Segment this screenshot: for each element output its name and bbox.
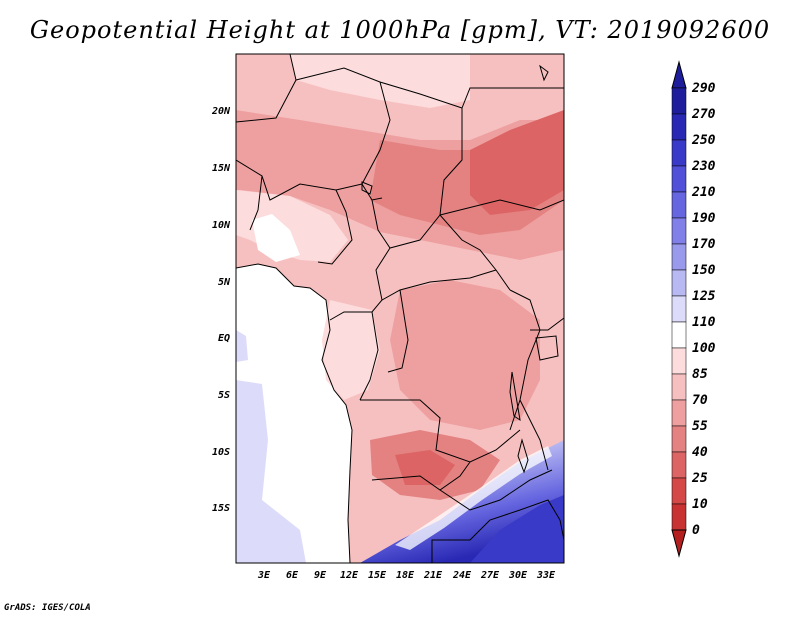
gulf-coast-white bbox=[252, 214, 300, 262]
lon-tick-label: 27E bbox=[480, 570, 500, 581]
colorbar-swatch bbox=[671, 139, 687, 167]
colorbar-labels: 2902702502302101901701501251101008570554… bbox=[691, 81, 716, 538]
south-white-band bbox=[395, 446, 552, 550]
lon-tick-label: 24E bbox=[452, 570, 472, 581]
colorbar-level-label: 55 bbox=[692, 419, 708, 434]
colorbar-swatch bbox=[671, 425, 687, 453]
north-white-patch bbox=[290, 54, 470, 108]
colorbar-level-label: 250 bbox=[691, 133, 716, 148]
colorbar-level-label: 25 bbox=[691, 471, 708, 486]
colorbar-level-label: 170 bbox=[692, 237, 716, 252]
colorbar-swatch bbox=[671, 295, 687, 323]
ocean-low-west bbox=[236, 380, 306, 563]
lat-tick-label: 10S bbox=[212, 447, 230, 458]
lon-tick-label: 33E bbox=[536, 570, 556, 581]
south-deep-blue bbox=[470, 495, 564, 563]
colorbar-swatch bbox=[671, 217, 687, 245]
colorbar-swatches bbox=[671, 60, 687, 558]
lon-axis: 3E 6E 9E 12E 15E 18E 21E 24E 27E 30E 33E bbox=[257, 570, 556, 581]
lat-axis: 20N 15N 10N 5N EQ 5S 10S 15S bbox=[211, 106, 231, 514]
lat-tick-label: 20N bbox=[211, 106, 231, 117]
lon-tick-label: 6E bbox=[286, 570, 299, 581]
colorbar-bottom-arrow bbox=[671, 529, 687, 558]
lon-tick-label: 3E bbox=[257, 570, 271, 581]
lat-tick-label: 5S bbox=[218, 390, 230, 401]
ocean-low-gulf bbox=[236, 330, 248, 362]
colorbar-level-label: 210 bbox=[691, 185, 716, 200]
colorbar-swatch bbox=[671, 191, 687, 219]
colorbar-swatch bbox=[671, 451, 687, 479]
colorbar-level-label: 85 bbox=[692, 367, 708, 382]
lakes bbox=[361, 64, 559, 474]
map-title: Geopotential Height at 1000hPa [gpm], VT… bbox=[29, 16, 771, 44]
colorbar-swatch bbox=[671, 165, 687, 193]
colorbar: 2902702502302101901701501251101008570554… bbox=[671, 60, 716, 558]
colorbar-swatch bbox=[671, 87, 687, 115]
gabon-white bbox=[322, 300, 380, 400]
colorbar-level-label: 40 bbox=[692, 445, 708, 460]
east-core bbox=[470, 110, 564, 215]
colorbar-level-label: 10 bbox=[692, 497, 708, 512]
colorbar-level-label: 100 bbox=[692, 341, 716, 356]
lon-tick-label: 21E bbox=[423, 570, 443, 581]
colorbar-swatch bbox=[671, 373, 687, 401]
colorbar-level-label: 290 bbox=[691, 81, 716, 96]
colorbar-level-label: 230 bbox=[691, 159, 716, 174]
colorbar-swatch bbox=[671, 503, 687, 531]
colorbar-level-label: 190 bbox=[692, 211, 716, 226]
colorbar-top-arrow bbox=[671, 60, 687, 89]
colorbar-swatch bbox=[671, 347, 687, 375]
lon-tick-label: 30E bbox=[508, 570, 528, 581]
colorbar-swatch bbox=[671, 269, 687, 297]
lon-tick-label: 9E bbox=[314, 570, 327, 581]
colorbar-level-label: 150 bbox=[692, 263, 716, 278]
grads-credit: GrADS: IGES/COLA bbox=[4, 603, 91, 613]
colorbar-swatch bbox=[671, 321, 687, 349]
lon-tick-label: 12E bbox=[340, 570, 359, 581]
colorbar-swatch bbox=[671, 477, 687, 505]
colorbar-swatch bbox=[671, 113, 687, 141]
colorbar-swatch bbox=[671, 399, 687, 427]
colorbar-level-label: 110 bbox=[692, 315, 716, 330]
map-plot-area bbox=[236, 54, 564, 563]
lat-tick-label: 5N bbox=[218, 277, 231, 288]
lat-tick-label: EQ bbox=[218, 333, 230, 344]
colorbar-level-label: 0 bbox=[692, 523, 700, 538]
colorbar-swatch bbox=[671, 243, 687, 271]
angola-hot bbox=[395, 450, 455, 485]
lon-tick-label: 18E bbox=[396, 570, 415, 581]
lat-tick-label: 10N bbox=[212, 220, 231, 231]
map-frame bbox=[235, 53, 565, 564]
lat-tick-label: 15N bbox=[212, 163, 231, 174]
colorbar-level-label: 125 bbox=[692, 289, 716, 304]
colorbar-level-label: 70 bbox=[692, 393, 708, 408]
lon-tick-label: 15E bbox=[368, 570, 387, 581]
country-borders bbox=[236, 54, 564, 563]
congo-basin bbox=[390, 280, 540, 430]
lat-tick-label: 15S bbox=[212, 503, 230, 514]
colorbar-level-label: 270 bbox=[691, 107, 716, 122]
